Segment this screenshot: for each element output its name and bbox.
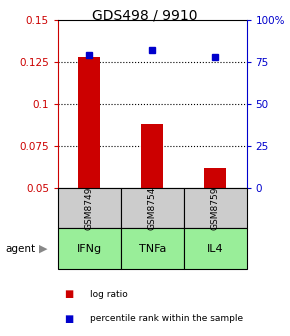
Bar [121, 188, 184, 228]
Text: IFNg: IFNg [77, 244, 102, 254]
Bar [58, 188, 121, 228]
Bar [121, 228, 184, 269]
Text: log ratio: log ratio [90, 290, 128, 299]
Bar [58, 228, 121, 269]
Text: GDS498 / 9910: GDS498 / 9910 [92, 8, 198, 23]
Bar [184, 228, 246, 269]
Text: GSM8754: GSM8754 [148, 186, 157, 230]
Bar [204, 168, 226, 188]
Text: IL4: IL4 [207, 244, 223, 254]
Text: agent: agent [6, 244, 36, 254]
Text: percentile rank within the sample: percentile rank within the sample [90, 314, 243, 323]
Text: ■: ■ [64, 289, 73, 299]
Bar [141, 124, 163, 188]
Bar [78, 57, 100, 188]
Text: GSM8749: GSM8749 [85, 186, 94, 230]
Text: GSM8759: GSM8759 [211, 186, 220, 230]
Text: ▶: ▶ [39, 244, 48, 254]
Text: ■: ■ [64, 313, 73, 324]
Text: TNFa: TNFa [139, 244, 166, 254]
Bar [184, 188, 246, 228]
